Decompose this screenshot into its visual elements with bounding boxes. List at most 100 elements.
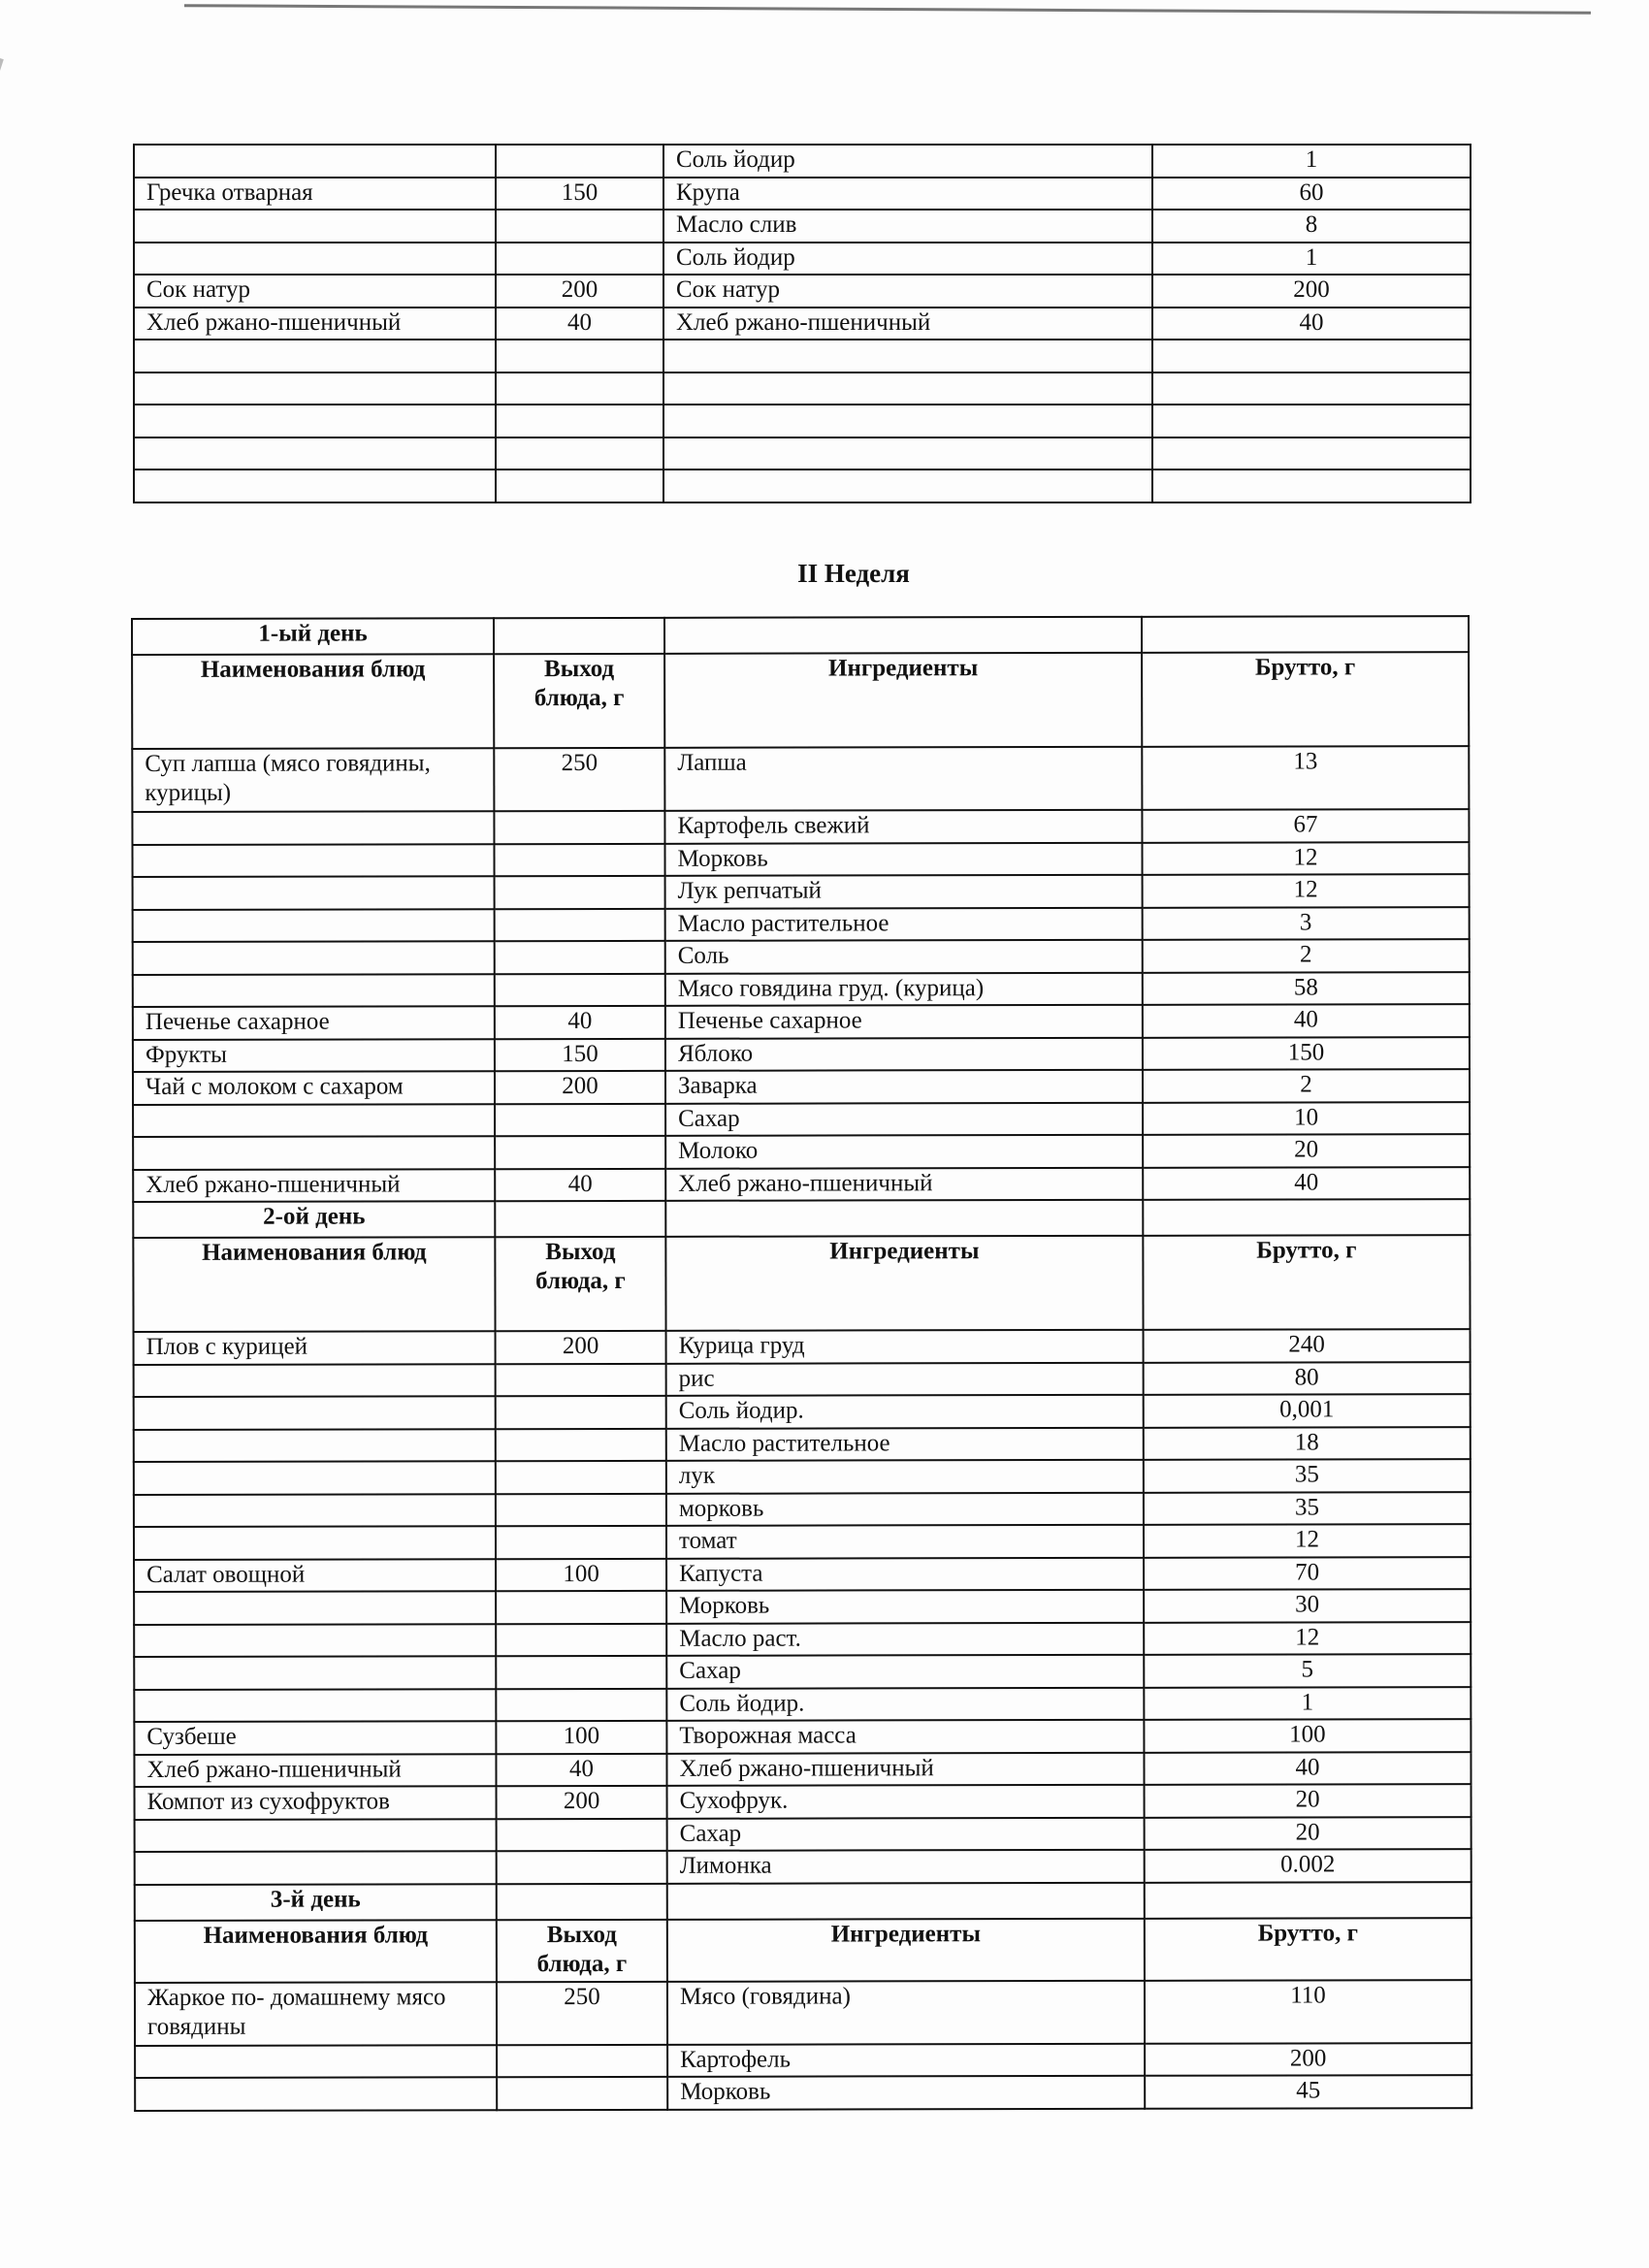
dish-name-cell <box>132 941 495 975</box>
table-row: Молоко 20 <box>133 1134 1471 1170</box>
dish-name-cell <box>133 1363 496 1397</box>
column-header-row: Наименования блюд Выход блюда, г Ингредиен… <box>132 652 1470 749</box>
table-row: морковь 35 <box>133 1491 1471 1527</box>
table-row: Плов с курицей 200 Курица груд 240 <box>133 1329 1471 1365</box>
gross-weight-cell: 1 <box>1151 144 1471 178</box>
dish-name-cell: Жаркое по- домашнему мясо говядины <box>134 1981 498 2046</box>
yield-cell <box>495 1428 666 1462</box>
dish-name-cell <box>132 973 495 1007</box>
ingredient-cell: Яблоко <box>664 1037 1143 1071</box>
dish-name-cell <box>133 241 497 275</box>
column-header-ingredients: Ингредиенты <box>666 1918 1145 1982</box>
yield-cell <box>494 973 665 1007</box>
ingredient-cell: Мясо (говядина) <box>666 1980 1146 2045</box>
day-title-row: 3-й день <box>134 1881 1471 1921</box>
table-row: Морковь 45 <box>135 2075 1472 2111</box>
empty-cell <box>495 1200 666 1238</box>
table-row: Хлеб ржано-пшеничный 40 Хлеб ржано-пшеничн… <box>133 306 1471 340</box>
gross-weight-cell <box>1151 339 1471 373</box>
table-row: Картофель 200 <box>135 2042 1472 2078</box>
yield-cell <box>496 1688 667 1722</box>
table-row <box>133 339 1471 373</box>
dish-name-cell: Хлеб ржано-пшеничный <box>134 1753 497 1787</box>
dish-name-cell <box>132 876 495 910</box>
gross-weight-cell: 110 <box>1144 1979 1472 2044</box>
gross-weight-cell: 80 <box>1143 1361 1471 1395</box>
table-row: Масло слив 8 <box>133 209 1471 243</box>
table-row: Картофель свежий 67 <box>132 809 1470 845</box>
gross-weight-cell: 30 <box>1144 1589 1471 1623</box>
dish-name-cell: Плов с курицей <box>133 1331 496 1365</box>
dish-name-cell <box>134 1851 497 1885</box>
column-header-yield: Выход блюда, г <box>496 1919 667 1982</box>
ingredient-cell: Хлеб ржано-пшеничный <box>663 306 1153 340</box>
ingredient-cell: Молоко <box>665 1134 1144 1169</box>
yield-cell <box>495 144 664 178</box>
gross-weight-cell: 0,001 <box>1143 1394 1471 1428</box>
gross-weight-cell: 200 <box>1145 2042 1472 2076</box>
column-header-gross: Брутто, г <box>1143 1235 1471 1330</box>
gross-weight-cell: 240 <box>1143 1329 1471 1363</box>
ingredient-cell: морковь <box>665 1492 1144 1526</box>
ingredient-cell: Масло слив <box>663 209 1153 243</box>
dish-name-cell <box>134 1591 497 1625</box>
gross-weight-cell: 18 <box>1143 1426 1471 1460</box>
week-menu-table: 1-ый день Наименования блюд Выход блюда, г… <box>131 615 1472 2111</box>
table-row: Сахар 10 <box>133 1101 1471 1137</box>
yield-cell <box>495 1460 666 1494</box>
column-header-gross: Брутто, г <box>1144 1917 1471 1981</box>
dish-name-cell: Салат овощной <box>134 1558 497 1592</box>
yield-cell: 200 <box>495 274 664 308</box>
table-row: Фрукты 150 Яблоко 150 <box>132 1036 1470 1072</box>
table-row: Сахар 5 <box>134 1654 1471 1690</box>
gross-weight-cell: 13 <box>1142 746 1470 810</box>
table-row: Морковь 12 <box>132 841 1470 877</box>
dish-name-cell <box>133 339 497 373</box>
dish-name-cell <box>133 1428 496 1462</box>
table-row: Печенье сахарное 40 Печенье сахарное 40 <box>132 1004 1470 1040</box>
table-row <box>133 436 1471 470</box>
ingredient-cell: Лук репчатый <box>664 874 1143 909</box>
table-row: Соль йодир 1 <box>133 241 1471 275</box>
yield-cell <box>495 436 664 470</box>
ingredient-cell: Соль йодир <box>663 144 1153 178</box>
yield-cell <box>497 2044 668 2078</box>
gross-weight-cell: 67 <box>1142 809 1470 843</box>
gross-weight-cell: 2 <box>1142 1069 1471 1103</box>
gross-weight-cell: 12 <box>1142 841 1470 875</box>
day-title: 1-ый день <box>132 618 495 655</box>
table-row: Сок натур 200 Сок натур 200 <box>133 274 1471 308</box>
yield-cell: 40 <box>496 1753 667 1787</box>
yield-cell <box>494 810 665 844</box>
empty-cell <box>666 1882 1145 1920</box>
yield-cell: 40 <box>495 1168 666 1202</box>
gross-weight-cell: 2 <box>1142 939 1470 973</box>
ingredient-cell: томат <box>665 1524 1145 1559</box>
table-row <box>133 371 1471 405</box>
dish-name-cell: Хлеб ржано-пшеничный <box>133 306 497 340</box>
column-header-row: Наименования блюд Выход блюда, г Ингредиен… <box>134 1917 1471 1983</box>
table-row: Морковь 30 <box>134 1589 1471 1625</box>
yield-cell: 100 <box>496 1558 667 1592</box>
gross-weight-cell: 40 <box>1143 1166 1471 1200</box>
yield-cell: 200 <box>495 1330 666 1364</box>
day-title: 2-ой день <box>133 1201 496 1238</box>
empty-cell <box>664 616 1143 654</box>
yield-cell <box>495 1493 666 1527</box>
ingredient-cell <box>663 339 1153 373</box>
ingredient-cell <box>663 469 1153 503</box>
dish-name-cell <box>133 404 497 438</box>
gross-weight-cell: 1 <box>1144 1686 1471 1720</box>
dish-name-cell: Гречка отварная <box>133 176 497 211</box>
gross-weight-cell <box>1151 371 1471 405</box>
gross-weight-cell: 3 <box>1142 906 1470 940</box>
ingredient-cell: Сок натур <box>663 274 1153 308</box>
column-header-gross: Брутто, г <box>1142 652 1470 747</box>
gross-weight-cell: 20 <box>1144 1784 1471 1818</box>
table-row: лук 35 <box>133 1459 1471 1495</box>
empty-cell <box>1141 616 1470 653</box>
ingredient-cell: Лимонка <box>666 1849 1145 1884</box>
dish-name-cell <box>133 209 497 243</box>
yield-cell <box>494 908 665 942</box>
ingredient-cell: Творожная масса <box>666 1719 1145 1754</box>
